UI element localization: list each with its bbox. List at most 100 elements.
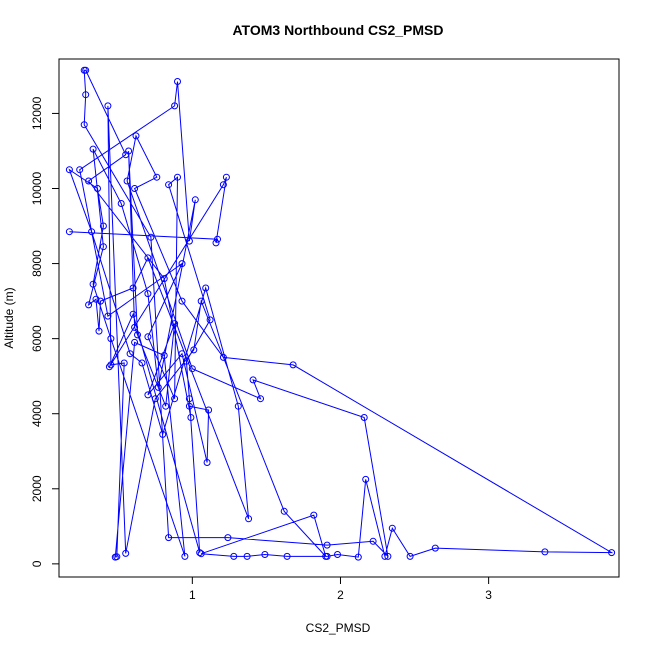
data-point xyxy=(65,228,73,236)
data-point xyxy=(92,295,100,303)
data-point xyxy=(125,147,133,155)
data-point xyxy=(144,391,152,399)
data-point xyxy=(185,237,193,245)
data-point xyxy=(132,132,140,140)
data-point xyxy=(174,78,181,85)
data-point xyxy=(99,222,107,230)
data-point xyxy=(178,260,186,268)
data-point xyxy=(212,239,220,247)
data-point xyxy=(202,284,210,292)
series-lines xyxy=(68,69,614,558)
data-point xyxy=(245,515,253,523)
series-points xyxy=(65,66,616,561)
y-tick-label: 12000 xyxy=(30,96,44,130)
data-point xyxy=(206,316,214,324)
data-point xyxy=(159,430,167,438)
data-point xyxy=(89,145,97,153)
data-point xyxy=(165,181,173,189)
data-point xyxy=(160,352,168,359)
data-point xyxy=(76,166,84,174)
data-point xyxy=(104,102,112,110)
data-point xyxy=(117,200,125,207)
data-point xyxy=(107,335,115,343)
data-point xyxy=(171,320,179,328)
data-point xyxy=(85,177,93,185)
data-point xyxy=(257,395,264,403)
data-point xyxy=(283,552,291,560)
data-point xyxy=(105,363,113,371)
data-point xyxy=(289,361,297,369)
data-point xyxy=(147,233,155,241)
data-point xyxy=(154,383,162,391)
data-point xyxy=(323,552,331,560)
data-point xyxy=(354,553,362,561)
data-point xyxy=(190,346,198,354)
data-point xyxy=(323,541,331,549)
x-axis-label: CS2_PMSD xyxy=(306,621,371,635)
x-tick-label: 1 xyxy=(189,588,196,602)
data-point xyxy=(188,365,196,373)
data-point xyxy=(185,395,193,403)
data-point xyxy=(88,228,96,236)
data-point xyxy=(181,552,189,560)
y-tick-label: 6000 xyxy=(30,325,44,352)
data-point xyxy=(113,553,121,561)
data-point xyxy=(129,284,137,292)
data-point xyxy=(65,166,73,174)
data-point xyxy=(160,275,168,283)
data-point xyxy=(230,552,238,560)
data-point xyxy=(89,280,97,288)
data-point xyxy=(280,507,288,515)
data-point xyxy=(608,549,616,557)
data-point xyxy=(131,323,139,331)
data-point xyxy=(205,406,213,414)
data-point xyxy=(249,376,257,384)
data-point xyxy=(122,549,130,557)
data-point xyxy=(144,290,152,298)
data-point xyxy=(171,395,179,403)
data-point xyxy=(151,395,159,403)
data-point xyxy=(120,359,128,367)
data-point xyxy=(144,254,152,262)
data-point xyxy=(104,312,112,320)
data-point xyxy=(129,310,137,318)
data-point xyxy=(224,534,232,542)
data-point xyxy=(85,301,93,309)
data-point xyxy=(381,552,389,560)
data-point xyxy=(360,414,368,421)
x-axis: 1 2 3 xyxy=(189,576,492,602)
data-point xyxy=(107,361,115,369)
data-point xyxy=(131,185,139,192)
data-point xyxy=(203,459,211,466)
data-point xyxy=(406,552,414,560)
data-point xyxy=(243,552,251,560)
data-point xyxy=(431,544,439,552)
data-point xyxy=(123,177,131,185)
data-point xyxy=(131,338,139,346)
data-point xyxy=(261,551,269,558)
data-point xyxy=(214,235,221,243)
data-point xyxy=(165,534,173,542)
x-tick-label: 3 xyxy=(485,588,492,602)
y-tick-label: 2000 xyxy=(30,475,44,502)
data-point xyxy=(388,524,396,532)
data-point xyxy=(187,414,195,421)
data-point xyxy=(334,551,341,558)
y-tick-label: 4000 xyxy=(30,400,44,427)
data-point xyxy=(369,537,377,545)
data-point xyxy=(197,550,205,558)
data-point xyxy=(99,243,107,251)
data-point xyxy=(197,297,205,305)
data-point xyxy=(178,297,186,305)
series-line xyxy=(68,69,614,558)
data-point xyxy=(182,357,190,365)
data-point xyxy=(138,359,146,367)
data-point xyxy=(362,475,370,483)
data-point xyxy=(126,350,134,358)
data-point xyxy=(82,91,90,99)
data-point xyxy=(384,552,392,560)
y-tick-label: 10000 xyxy=(30,171,44,205)
x-tick-label: 2 xyxy=(337,588,344,602)
data-point xyxy=(162,402,170,410)
